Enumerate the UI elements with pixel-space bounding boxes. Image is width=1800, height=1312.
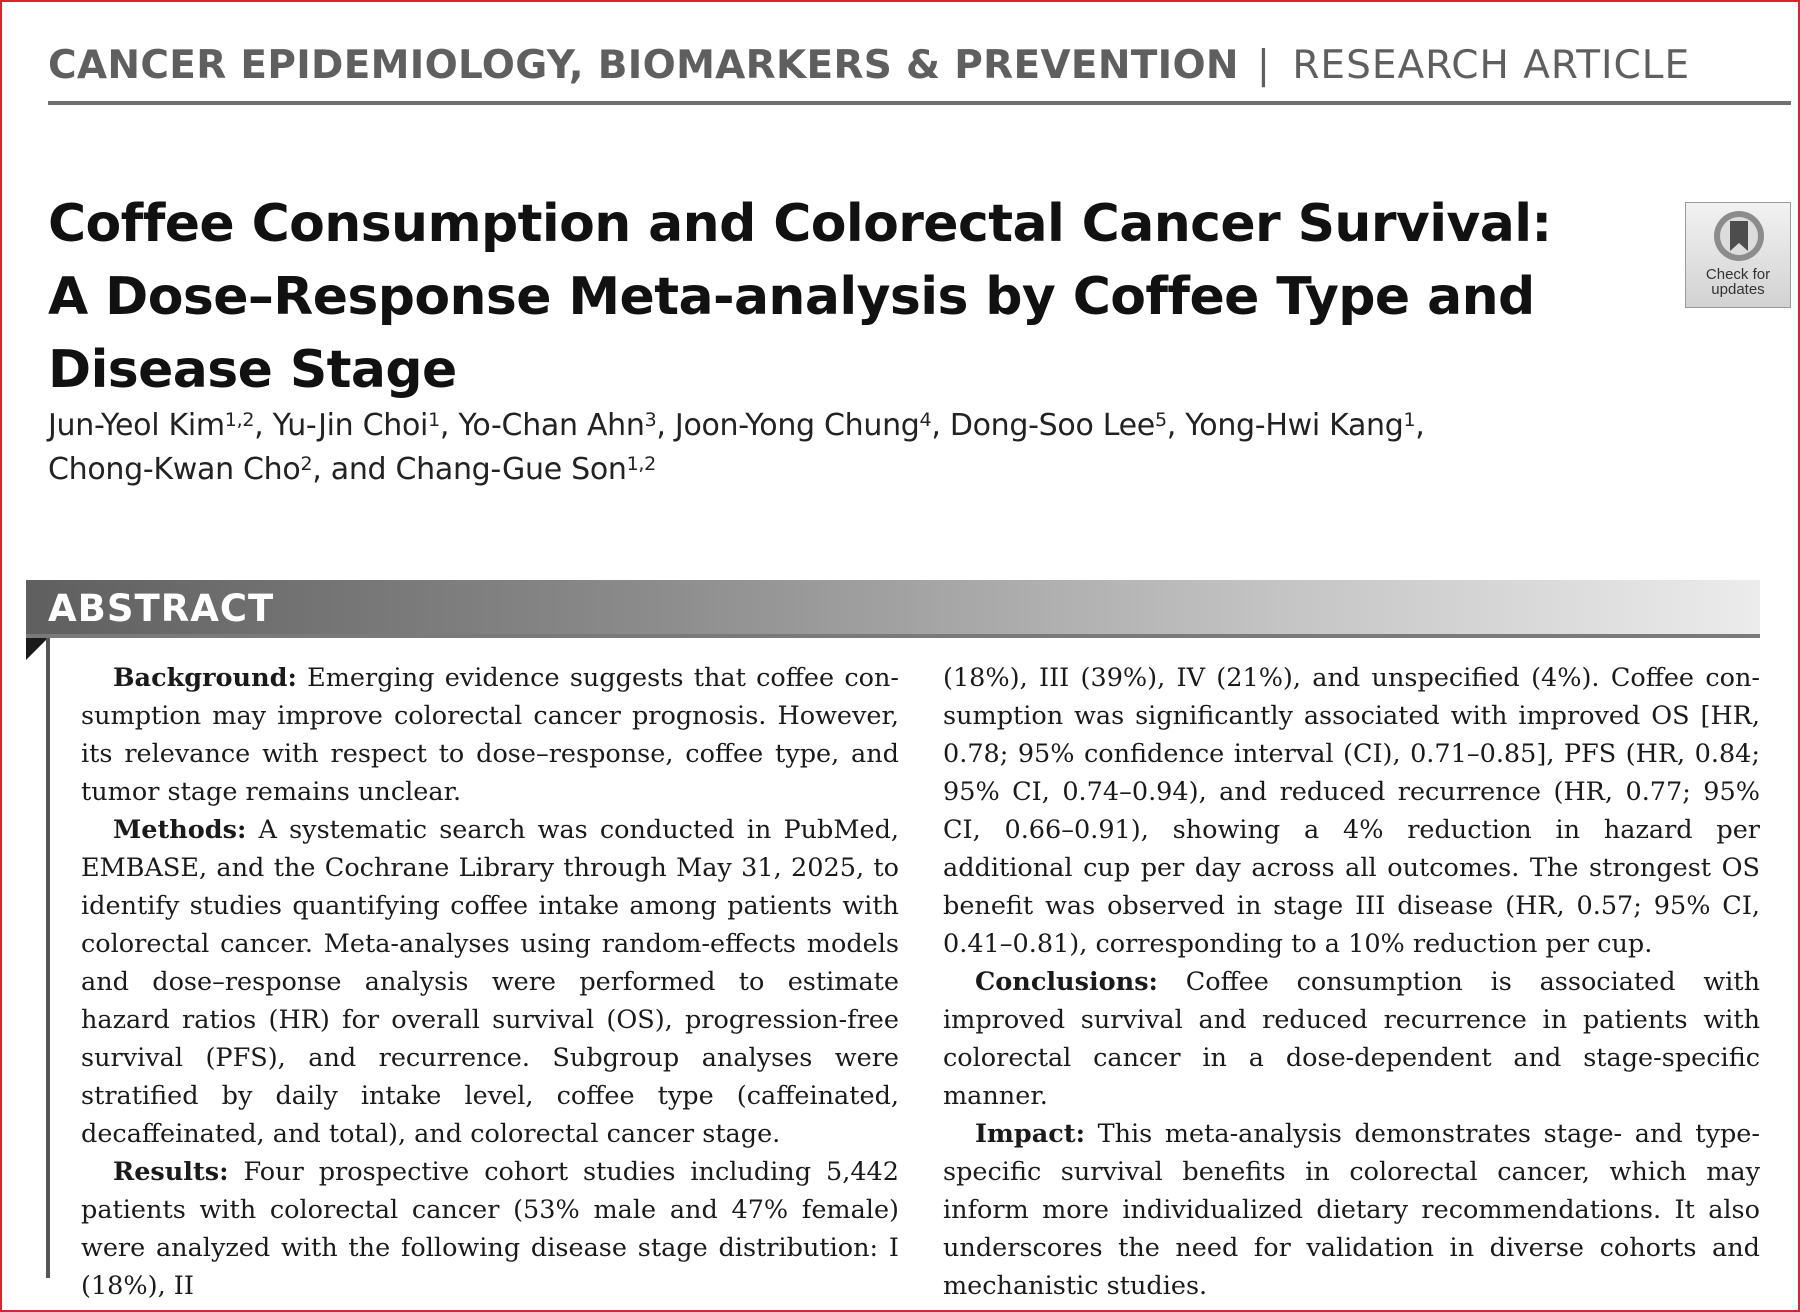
affiliation-marker: 5 <box>1154 409 1167 431</box>
author-row: Chong-Kwan Cho2, and Chang-Gue Son1,2 <box>48 448 1748 492</box>
abstract-column-right: (18%), III (39%), IV (21%), and unspecif… <box>943 659 1760 1305</box>
author-name[interactable]: Dong-Soo Lee <box>949 408 1155 443</box>
journal-name: CANCER EPIDEMIOLOGY, BIOMARKERS & PREVEN… <box>48 43 1239 88</box>
author-name[interactable]: and Chang-Gue Son <box>330 452 627 487</box>
impact-paragraph: Impact: This meta-analysis demonstrates … <box>943 1115 1760 1305</box>
header-rule <box>48 101 1791 105</box>
affiliation-marker: 1,2 <box>224 409 255 431</box>
paragraph-text: This meta-analysis demonstrates stage- a… <box>943 1119 1760 1301</box>
results-paragraph: Results: Four prospective cohort studies… <box>81 1153 899 1305</box>
section-label: Impact: <box>975 1119 1085 1149</box>
affiliation-marker: 1 <box>1403 409 1416 431</box>
badge-line: updates <box>1711 281 1765 298</box>
conclusions-paragraph: Conclusions: Coffee consumption is assoc… <box>943 963 1760 1115</box>
abstract-column-left: Background: Emerging evidence suggests t… <box>81 659 899 1305</box>
corner-fold <box>26 638 48 660</box>
affiliation-marker: 1 <box>428 409 440 431</box>
paragraph-text: Four prospective cohort studies includin… <box>81 1157 899 1301</box>
paragraph-text: A systematic search was conducted in Pub… <box>81 815 899 1149</box>
author-separator: , <box>656 408 675 443</box>
paragraph-text: (18%), III (39%), IV (21%), and unspecif… <box>943 663 1760 959</box>
author-name[interactable]: Jun-Yeol Kim <box>48 408 225 443</box>
results-paragraph-continued: (18%), III (39%), IV (21%), and unspecif… <box>943 659 1760 963</box>
author-list: Jun-Yeol Kim1,2, Yu-Jin Choi1, Yo-Chan A… <box>48 404 1748 492</box>
author-separator: , <box>1415 408 1425 443</box>
author-row: Jun-Yeol Kim1,2, Yu-Jin Choi1, Yo-Chan A… <box>48 404 1748 448</box>
author-separator: , <box>931 408 950 443</box>
title-line: Disease Stage <box>48 340 457 400</box>
author-name[interactable]: Yu-Jin Choi <box>272 408 429 443</box>
affiliation-marker: 1,2 <box>626 453 657 475</box>
abstract-left-rule <box>46 638 50 1278</box>
paragraph-text: Coffee consumption is associated with im… <box>943 967 1760 1111</box>
title-line: Coffee Consumption and Colorectal Cancer… <box>48 194 1552 254</box>
section-label: Conclusions: <box>975 967 1158 997</box>
author-separator: , <box>439 408 459 443</box>
methods-paragraph: Methods: A systematic search was conduct… <box>81 811 899 1153</box>
affiliation-marker: 4 <box>919 409 932 431</box>
badge-label: Check for updates <box>1686 267 1790 297</box>
paragraph-text: Emerging evidence suggests that coffee c… <box>81 663 899 807</box>
affiliation-marker: 2 <box>300 453 313 475</box>
author-name[interactable]: Yong-Hwi Kang <box>1185 408 1404 443</box>
author-name[interactable]: Joon-Yong Chung <box>674 408 920 443</box>
author-separator: , <box>1166 408 1186 443</box>
badge-line: Check for <box>1705 266 1771 283</box>
author-separator: , <box>254 408 273 443</box>
bookmark-circle-icon <box>1714 211 1764 261</box>
abstract-rule <box>26 634 1760 638</box>
running-header: CANCER EPIDEMIOLOGY, BIOMARKERS & PREVEN… <box>48 40 1790 102</box>
abstract-heading-bar: ABSTRACT <box>26 580 1760 638</box>
author-name[interactable]: Chong-Kwan Cho <box>48 452 301 487</box>
background-paragraph: Background: Emerging evidence suggests t… <box>81 659 899 811</box>
section-label: Methods: <box>113 815 247 845</box>
article-title: Coffee Consumption and Colorectal Cancer… <box>48 188 1552 407</box>
article-type: RESEARCH ARTICLE <box>1292 43 1691 88</box>
title-line: A Dose–Response Meta-analysis by Coffee … <box>48 267 1535 327</box>
section-label: Results: <box>113 1157 229 1187</box>
section-label: Background: <box>113 663 297 693</box>
abstract-heading: ABSTRACT <box>48 587 275 630</box>
author-name[interactable]: Yo-Chan Ahn <box>458 408 645 443</box>
header-separator: | <box>1256 43 1271 88</box>
affiliation-marker: 3 <box>644 409 657 431</box>
author-separator: , <box>312 452 331 487</box>
check-for-updates-button[interactable]: Check for updates <box>1685 202 1791 308</box>
